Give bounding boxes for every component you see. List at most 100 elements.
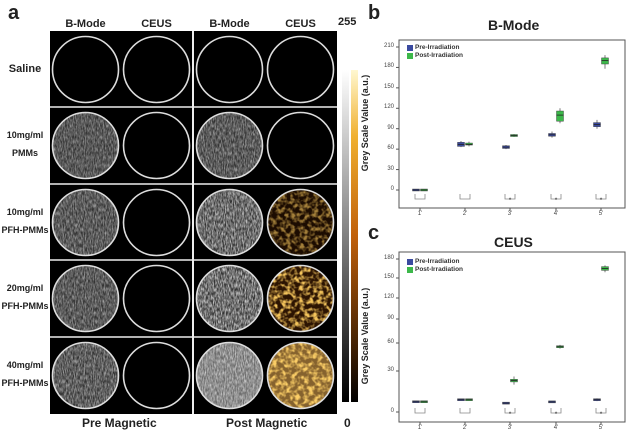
box-post-irradiation-1 [420, 188, 428, 192]
box-pre-irradiation-4 [548, 400, 556, 404]
significance-bracket [459, 408, 471, 414]
ultrasound-cell [266, 35, 335, 104]
significance-star: * [554, 198, 558, 204]
well-outline [122, 188, 191, 257]
bmode-speckle [196, 342, 263, 409]
ceus-signal [267, 342, 334, 409]
box-post-irradiation-3 [510, 376, 518, 385]
colorbar-grey [342, 70, 349, 402]
row-label: PFH-PMMs [1, 300, 49, 311]
y-axis-label: Grey Scale Value (a.u.) [360, 74, 370, 172]
y-tick-label: 0 [390, 408, 394, 414]
box-pre-irradiation-1 [412, 188, 420, 192]
legend-swatch [407, 259, 413, 265]
ultrasound-cell [122, 264, 191, 333]
significance-star: * [599, 198, 603, 204]
ultrasound-cell [266, 341, 335, 410]
row-label: Saline [8, 62, 42, 75]
box-pre-irradiation-2 [457, 398, 465, 401]
significance-bracket [550, 194, 562, 200]
well-outline [51, 264, 120, 333]
box-post-irradiation-5 [601, 265, 609, 273]
y-tick-label: 30 [387, 165, 394, 172]
column-header: CEUS [285, 18, 316, 30]
y-tick-label: 120 [383, 294, 394, 300]
significance-bracket [504, 408, 516, 414]
x-tick-label: 1' [417, 425, 423, 431]
box-post-irradiation-3 [510, 134, 518, 137]
bmode-speckle [196, 265, 263, 332]
x-tick-label: 5' [598, 211, 604, 217]
significance-bracket [595, 194, 607, 200]
box-post-irradiation-2 [465, 141, 473, 147]
ultrasound-cell [122, 35, 191, 104]
well-outline [266, 341, 335, 410]
y-tick-label: 0 [390, 186, 394, 192]
well-outline [266, 111, 335, 180]
bmode-speckle [196, 189, 263, 256]
legend-label: Pre-Irradiation [415, 44, 460, 51]
box-pre-irradiation-1 [412, 400, 420, 403]
legend-swatch [407, 45, 413, 51]
ultrasound-cell [195, 341, 264, 410]
column-header: CEUS [141, 18, 172, 30]
group-label-pre: Pre Magnetic [82, 416, 157, 430]
group-label-post: Post Magnetic [226, 416, 308, 430]
ultrasound-cell [266, 264, 335, 333]
box-pre-irradiation-5 [593, 398, 601, 402]
box-post-irradiation-4 [556, 108, 564, 124]
panel-c-letter: c [368, 222, 380, 244]
well-outline [195, 111, 264, 180]
ultrasound-cell [266, 188, 335, 257]
well-outline [195, 188, 264, 257]
well-outline [51, 111, 120, 180]
column-header: B-Mode [65, 18, 106, 30]
legend-swatch [407, 267, 413, 273]
x-tick-label: 3' [507, 211, 513, 217]
plot-frame [398, 251, 626, 423]
legend-label: Post-Irradiation [415, 52, 464, 59]
bmode-speckle [52, 265, 119, 332]
column-header: B-Mode [209, 18, 250, 30]
ultrasound-cell [122, 341, 191, 410]
significance-bracket [550, 408, 562, 414]
y-tick-label: 150 [383, 274, 394, 280]
plot-frame [398, 39, 626, 209]
row-label: 10mg/ml [6, 206, 44, 217]
y-tick-label: 180 [383, 255, 394, 261]
chart-b [396, 39, 626, 211]
x-tick-label: 2' [462, 211, 468, 217]
colorbar-ceus [351, 70, 358, 402]
ceus-signal [267, 189, 334, 256]
legend-label: Pre-Irradiation [415, 258, 460, 265]
significance-bracket [414, 408, 426, 414]
x-tick-label: 2' [462, 425, 468, 431]
y-tick-label: 60 [387, 145, 394, 152]
row-label: PMMs [11, 147, 38, 158]
bmode-speckle [52, 189, 119, 256]
well-outline [266, 188, 335, 257]
significance-bracket [504, 194, 516, 200]
ceus-signal [267, 265, 334, 332]
row-label: 10mg/ml [6, 129, 44, 140]
significance-star: * [599, 412, 603, 418]
y-tick-label: 180 [383, 63, 394, 70]
well-outline [122, 35, 191, 104]
significance-star: * [554, 412, 558, 418]
row-label: PFH-PMMs [1, 224, 49, 235]
significance-bracket [414, 194, 426, 200]
box-post-irradiation-5 [601, 55, 609, 69]
well-outline [266, 264, 335, 333]
well-outline [122, 341, 191, 410]
x-tick-label: 4' [553, 211, 559, 217]
row-label: 40mg/ml [6, 359, 44, 370]
box-pre-irradiation-5 [593, 119, 601, 129]
bmode-speckle [52, 112, 119, 179]
x-tick-label: 1' [417, 211, 423, 217]
well-outline [51, 35, 120, 104]
y-tick-label: 90 [387, 315, 394, 321]
legend-label: Post-Irradiation [415, 266, 464, 273]
ultrasound-cell [195, 111, 264, 180]
ultrasound-cell [51, 264, 120, 333]
significance-star: * [508, 198, 512, 204]
